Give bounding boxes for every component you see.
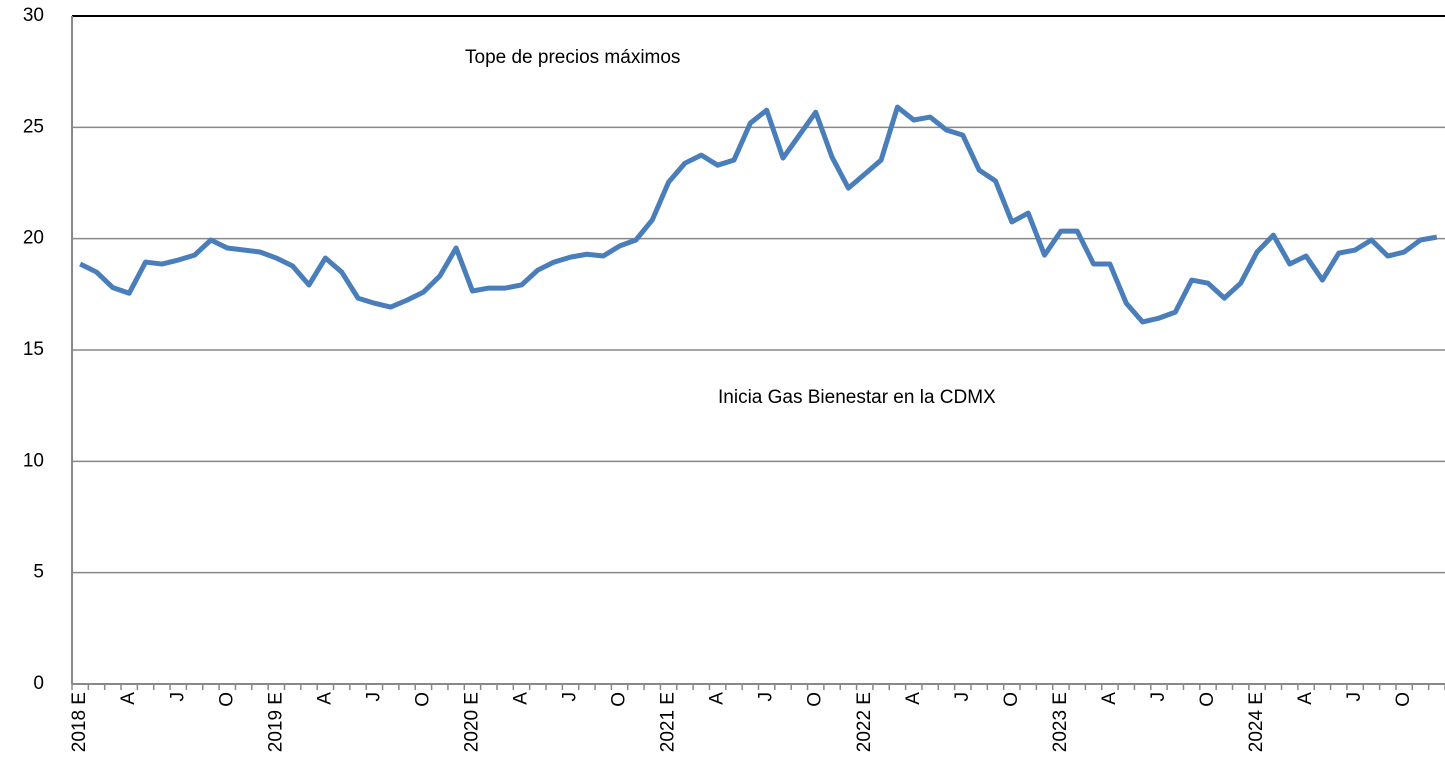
x-tick-label: A <box>118 692 139 705</box>
y-tick-label: 25 <box>23 116 44 137</box>
x-tick-label: O <box>216 692 237 707</box>
x-tick-label: A <box>511 692 532 705</box>
y-tick-label: 10 <box>23 450 44 471</box>
x-tick-label: 2019 E <box>265 692 286 752</box>
y-tick-label: 30 <box>23 5 44 26</box>
x-tick-label: 2024 E <box>1246 692 1267 752</box>
x-tick-label: 2022 E <box>854 692 875 752</box>
x-tick-label: O <box>412 692 433 707</box>
x-tick-label: J <box>167 692 188 702</box>
line-series <box>79 104 1438 325</box>
x-tick-label: J <box>1148 692 1169 702</box>
x-tick-label: 2020 E <box>461 692 482 752</box>
x-tick-label: O <box>805 692 826 707</box>
x-tick-label: J <box>560 692 581 702</box>
x-tick-label: A <box>707 692 728 705</box>
x-tick-label: 2021 E <box>658 692 679 752</box>
x-tick-label: O <box>1197 692 1218 707</box>
x-tick-label: J <box>363 692 384 702</box>
y-tick-label: 5 <box>33 562 44 583</box>
x-tick-label: A <box>314 692 335 705</box>
x-tick-label: O <box>1393 692 1414 707</box>
y-tick-label: 15 <box>23 339 44 360</box>
x-tick-label: J <box>952 692 973 702</box>
x-tick-label: O <box>609 692 630 707</box>
x-tick-label: A <box>1295 692 1316 705</box>
annotation: Tope de precios máximos <box>465 47 680 68</box>
y-tick-label: 0 <box>33 673 44 694</box>
annotation: Inicia Gas Bienestar en la CDMX <box>718 387 996 408</box>
y-tick-label: 20 <box>23 228 44 249</box>
x-tick-label: O <box>1001 692 1022 707</box>
x-tick-label: 2018 E <box>69 692 90 752</box>
x-tick-label: J <box>756 692 777 702</box>
x-tick-label: J <box>1344 692 1365 702</box>
x-tick-label: A <box>1099 692 1120 705</box>
x-tick-label: A <box>903 692 924 705</box>
x-tick-label: 2023 E <box>1050 692 1071 752</box>
